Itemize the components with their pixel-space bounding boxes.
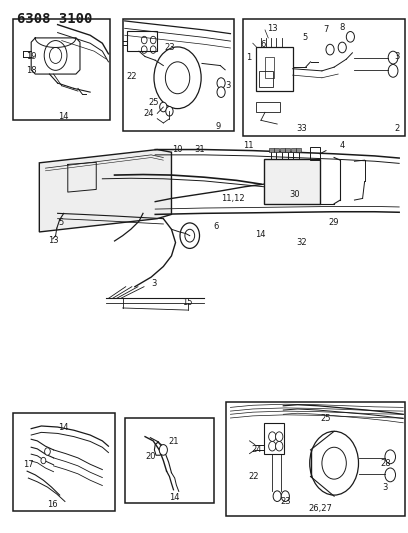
Text: 14: 14 <box>255 230 265 239</box>
Text: 14: 14 <box>169 493 180 502</box>
Text: 2: 2 <box>395 124 400 133</box>
Text: 3: 3 <box>225 81 230 90</box>
Text: 33: 33 <box>296 124 307 133</box>
Bar <box>268 149 273 152</box>
Text: 7: 7 <box>323 26 329 35</box>
Text: 18: 18 <box>26 67 36 75</box>
Text: 15: 15 <box>182 298 193 307</box>
Text: 8: 8 <box>339 23 345 32</box>
Text: 10: 10 <box>172 145 183 154</box>
Text: 20: 20 <box>146 453 156 462</box>
Text: 11,12: 11,12 <box>222 194 245 203</box>
Text: 9: 9 <box>215 122 221 131</box>
Text: 25: 25 <box>320 414 330 423</box>
Text: 3: 3 <box>395 52 400 61</box>
Circle shape <box>217 78 225 88</box>
Text: 5: 5 <box>58 219 64 228</box>
Text: 32: 32 <box>296 238 307 247</box>
Text: 16: 16 <box>47 500 58 509</box>
Text: 23: 23 <box>280 497 290 506</box>
Circle shape <box>160 102 167 112</box>
Circle shape <box>281 491 289 502</box>
Text: 5: 5 <box>302 34 308 43</box>
Text: 3: 3 <box>152 279 157 288</box>
Bar <box>310 147 320 160</box>
Text: 14: 14 <box>58 111 69 120</box>
Bar <box>127 31 157 51</box>
Circle shape <box>275 432 283 441</box>
Circle shape <box>166 107 173 116</box>
Circle shape <box>338 42 346 53</box>
Circle shape <box>159 445 167 455</box>
Bar <box>296 149 301 152</box>
Bar <box>13 19 111 120</box>
Text: 6: 6 <box>260 40 266 49</box>
Polygon shape <box>39 150 171 232</box>
Bar <box>13 413 115 511</box>
Text: 31: 31 <box>195 145 205 154</box>
Text: 4: 4 <box>339 141 345 150</box>
Circle shape <box>326 44 334 55</box>
Bar <box>259 71 273 87</box>
Text: 1: 1 <box>246 53 251 62</box>
Text: 21: 21 <box>168 438 179 447</box>
Text: 22: 22 <box>126 71 137 80</box>
Bar <box>264 423 284 454</box>
Text: 25: 25 <box>148 98 158 107</box>
Text: 24: 24 <box>252 446 262 455</box>
Circle shape <box>385 468 395 482</box>
Bar <box>256 102 280 112</box>
Circle shape <box>388 64 398 77</box>
Text: 6: 6 <box>213 222 219 231</box>
Text: 14: 14 <box>58 423 69 432</box>
Circle shape <box>388 51 398 64</box>
Circle shape <box>385 450 395 464</box>
Text: 22: 22 <box>248 472 259 481</box>
Bar <box>285 149 290 152</box>
Text: 17: 17 <box>23 460 33 469</box>
Text: 24: 24 <box>144 109 154 118</box>
Bar <box>291 149 296 152</box>
Bar <box>274 149 279 152</box>
Bar <box>264 159 320 204</box>
Circle shape <box>268 441 276 451</box>
Bar <box>125 418 214 503</box>
Bar <box>243 19 405 136</box>
Circle shape <box>41 457 46 464</box>
Circle shape <box>273 491 281 502</box>
Text: 26,27: 26,27 <box>308 504 332 513</box>
Bar <box>256 47 293 91</box>
Text: 6308 3100: 6308 3100 <box>17 12 92 27</box>
Bar <box>265 56 274 78</box>
Bar <box>226 402 405 516</box>
Circle shape <box>268 432 276 441</box>
Text: 29: 29 <box>328 218 339 227</box>
Text: 3: 3 <box>382 482 388 491</box>
Text: 13: 13 <box>48 237 59 246</box>
Text: 23: 23 <box>164 43 175 52</box>
Text: 19: 19 <box>26 52 36 61</box>
Text: 28: 28 <box>381 459 391 467</box>
Circle shape <box>217 87 225 98</box>
Text: 11: 11 <box>244 141 254 150</box>
Bar <box>123 19 235 131</box>
Text: 30: 30 <box>289 190 299 199</box>
Circle shape <box>275 441 283 451</box>
Bar <box>279 149 284 152</box>
Text: 13: 13 <box>267 24 277 33</box>
Circle shape <box>44 448 50 455</box>
Circle shape <box>346 31 355 42</box>
